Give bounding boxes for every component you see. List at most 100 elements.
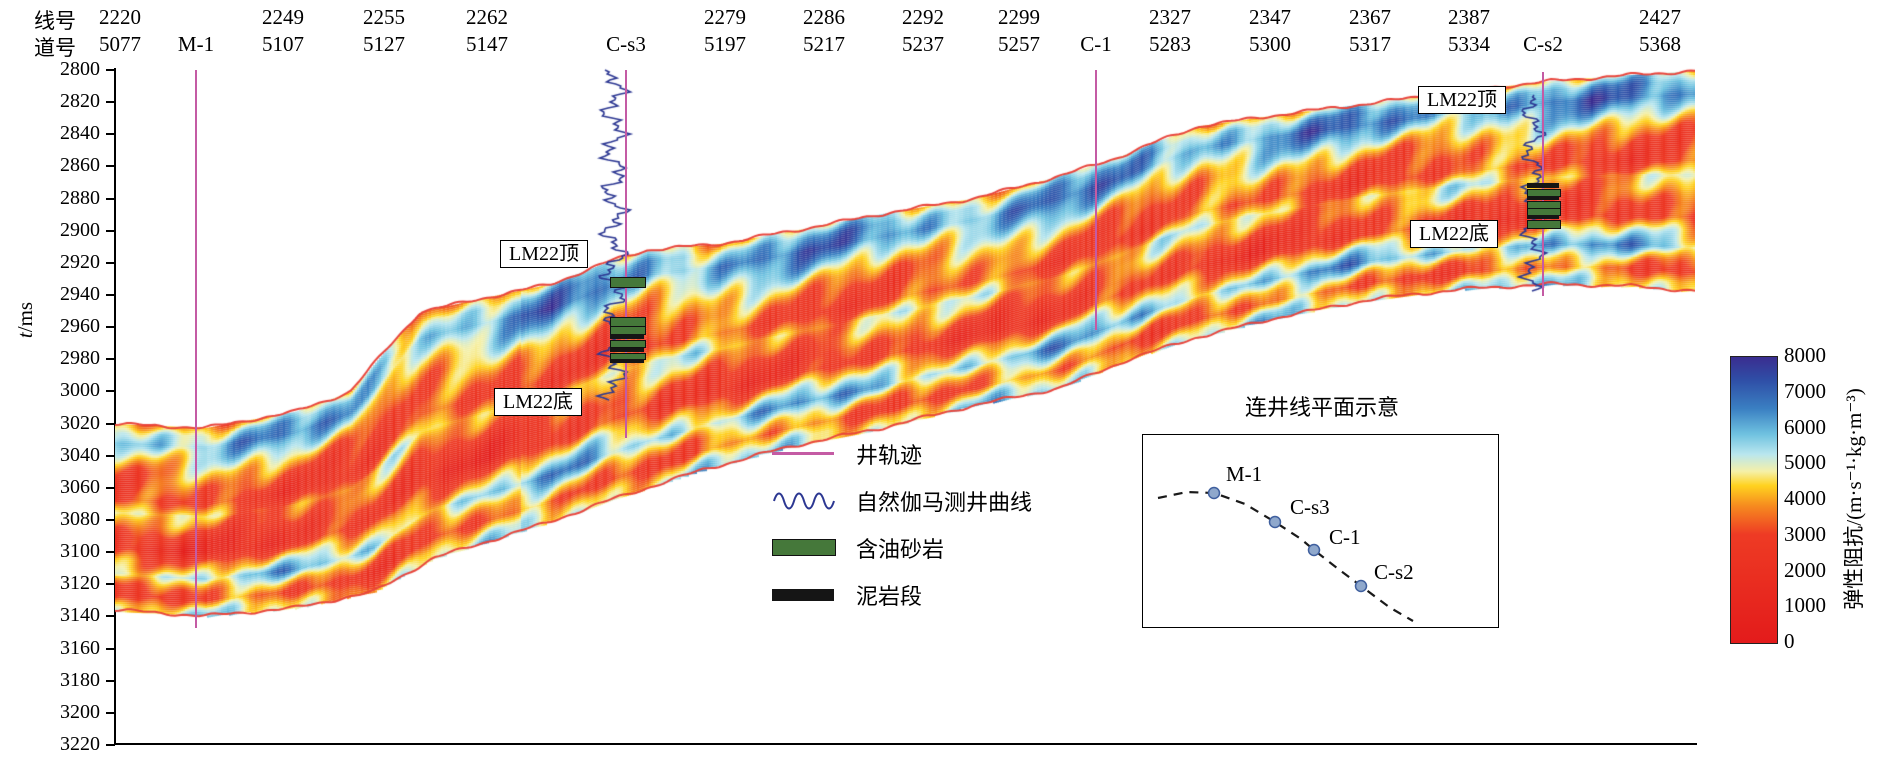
oil-sand-marker-C-s2-14 [1527, 220, 1561, 229]
y-axis-tick [106, 101, 115, 104]
well-name-C-s2: C-s2 [1523, 32, 1563, 56]
line-number-2292: 2292 [902, 5, 944, 29]
trace-number-row-label: 道号 [34, 36, 76, 60]
trace-number-5197: 5197 [704, 32, 746, 56]
y-axis-tick [106, 519, 115, 521]
colorbar-tick-label: 0 [1784, 629, 1795, 653]
horizon-label-0: LM22顶 [500, 240, 588, 268]
colorbar-tick-label: 7000 [1784, 378, 1826, 403]
line-number-2249: 2249 [262, 5, 304, 29]
mudstone-marker-C-s2-13 [1527, 215, 1559, 219]
y-axis-tick [106, 454, 115, 457]
y-axis-tick [106, 486, 115, 489]
y-axis-tick [106, 69, 115, 71]
legend: 井轨迹 自然伽马测井曲线 含油砂岩 泥岩段 [772, 430, 1032, 618]
y-axis-tick [106, 422, 115, 425]
y-axis-tick-label: 2960 [60, 315, 100, 338]
well-name-C-1: C-1 [1080, 32, 1112, 56]
y-axis-tick [106, 744, 115, 746]
inset-map [1142, 434, 1499, 628]
legend-item-sand: 含油砂岩 [772, 524, 1032, 571]
inset-well-label-M-1: M-1 [1226, 462, 1263, 486]
y-axis-tick-label: 3140 [60, 604, 100, 627]
y-axis-label: t/ms [13, 280, 39, 360]
colorbar-tick-label: 5000 [1784, 450, 1826, 475]
y-axis-tick-label: 2820 [60, 90, 100, 113]
trace-number-5334: 5334 [1448, 32, 1490, 56]
trace-number-5147: 5147 [466, 32, 508, 56]
well-name-C-s3: C-s3 [606, 32, 646, 56]
y-axis-tick [106, 551, 115, 554]
well-trajectory-C-s3 [625, 70, 627, 438]
oil-sand-marker-C-s3-4 [610, 340, 646, 348]
y-axis-tick-label: 3160 [60, 636, 100, 659]
y-axis-label-symbol: t [13, 332, 37, 339]
inset-well-dot-C-s2 [1354, 579, 1368, 593]
legend-label-sand: 含油砂岩 [856, 536, 945, 562]
line-number-row-label: 线号 [34, 9, 76, 33]
legend-label-mud: 泥岩段 [856, 583, 923, 609]
trace-number-5368: 5368 [1639, 32, 1681, 56]
colorbar-tick-label: 1000 [1784, 593, 1826, 618]
colorbar-title: 弹性阻抗/(m·s⁻¹·kg·m⁻³) [1842, 388, 1866, 610]
mudstone-marker-C-s2-10 [1527, 196, 1559, 200]
line-number-2347: 2347 [1249, 5, 1291, 29]
legend-label-gamma: 自然伽马测井曲线 [856, 489, 1033, 515]
y-axis-tick [106, 647, 115, 650]
mudstone-swatch [772, 588, 834, 601]
horizon-label-2: LM22顶 [1418, 86, 1506, 114]
y-axis-tick-label: 3220 [60, 733, 100, 755]
mudstone-marker-C-s3-3 [610, 334, 644, 339]
inset-well-label-C-1: C-1 [1329, 525, 1361, 549]
line-number-2262: 2262 [466, 5, 508, 29]
line-number-2387: 2387 [1448, 5, 1490, 29]
inset-well-dot-C-1 [1307, 543, 1321, 557]
horizon-label-1: LM22底 [494, 388, 582, 416]
inset-well-dot-M-1 [1207, 486, 1221, 500]
trace-number-5237: 5237 [902, 32, 944, 56]
legend-item-trajectory: 井轨迹 [772, 430, 1032, 477]
gamma-swatch-cell [772, 488, 842, 514]
y-axis-tick [106, 679, 115, 682]
y-axis-tick [106, 358, 115, 361]
trace-number-5317: 5317 [1349, 32, 1391, 56]
legend-label-trajectory: 井轨迹 [856, 442, 923, 468]
trace-number-5257: 5257 [998, 32, 1040, 56]
line-number-2367: 2367 [1349, 5, 1391, 29]
colorbar-tick-label: 4000 [1784, 486, 1826, 510]
y-axis-tick [106, 326, 115, 329]
seismic-section-canvas [115, 68, 1695, 745]
mud-swatch-cell [772, 588, 842, 601]
y-axis-tick [106, 165, 115, 168]
y-axis-tick-label: 2800 [60, 58, 100, 80]
y-axis-tick [106, 294, 115, 296]
trace-number-5127: 5127 [363, 32, 405, 56]
y-axis-tick-label: 3080 [60, 508, 100, 530]
y-axis-tick-label: 3040 [60, 443, 100, 466]
mudstone-marker-C-s3-5 [610, 348, 644, 352]
y-axis-tick-label: 2900 [60, 218, 100, 241]
sand-swatch-cell [772, 539, 842, 556]
colorbar-tick-label: 6000 [1784, 414, 1826, 439]
y-axis-label-unit: /ms [13, 301, 37, 333]
y-axis-tick [106, 583, 115, 586]
trajectory-line-swatch [772, 452, 834, 455]
line-number-2255: 2255 [363, 5, 405, 29]
trace-number-5283: 5283 [1149, 32, 1191, 56]
y-axis-tick [106, 133, 115, 136]
inset-map-svg [1157, 486, 1414, 622]
y-axis-tick-label: 3200 [60, 700, 100, 723]
y-axis-tick [106, 711, 115, 714]
colorbar [1730, 356, 1778, 644]
y-axis-tick [106, 229, 115, 232]
line-number-2327: 2327 [1149, 5, 1191, 29]
trace-number-5107: 5107 [262, 32, 304, 56]
inset-well-label-C-s2: C-s2 [1374, 560, 1414, 584]
mudstone-marker-C-s2-8 [1527, 183, 1559, 188]
legend-item-mud: 泥岩段 [772, 571, 1032, 618]
y-axis-tick-label: 3000 [60, 379, 100, 402]
trace-number-5300: 5300 [1249, 32, 1291, 56]
well-trajectory-C-1 [1095, 70, 1097, 330]
y-axis-tick-label: 3180 [60, 668, 100, 691]
y-axis-tick [106, 261, 115, 264]
